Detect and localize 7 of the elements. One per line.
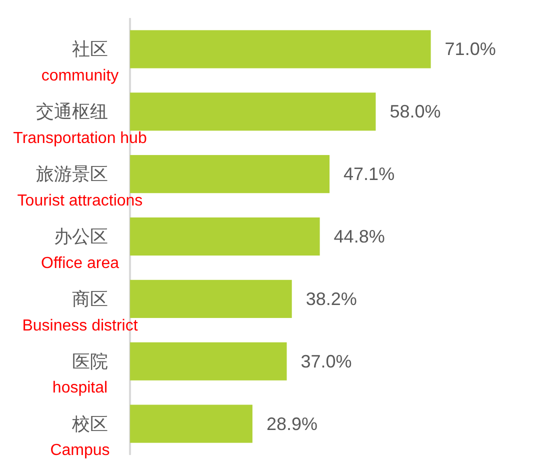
annotation: Tourist attractions: [17, 192, 143, 210]
annotation: community: [41, 68, 119, 85]
annotation: Office area: [41, 254, 119, 272]
annotation: Business district: [22, 317, 138, 334]
annotation: Transportation hub: [13, 130, 147, 147]
annotation: Campus: [50, 442, 110, 460]
annotation: hospital: [52, 380, 108, 397]
